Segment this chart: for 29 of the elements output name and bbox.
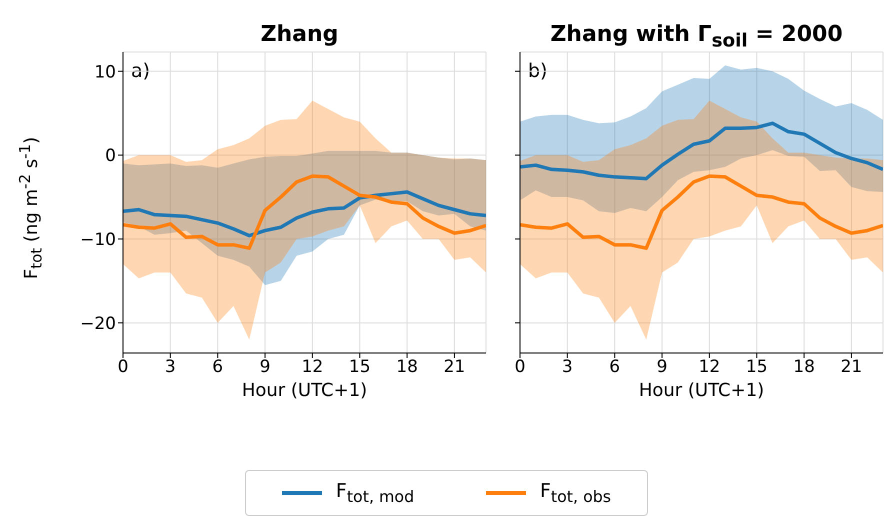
x-tick-label: 12 xyxy=(698,357,720,378)
x-tick-label: 9 xyxy=(260,357,270,378)
x-tick-label: 18 xyxy=(396,357,418,378)
legend-label: F$_{tot, obs}$ xyxy=(540,480,612,506)
x-axis-title: Hour (UTC+1) xyxy=(638,380,764,401)
annotation: b) xyxy=(528,60,548,82)
x-tick-label: 6 xyxy=(609,357,620,378)
x-tick-label: 6 xyxy=(212,357,224,378)
x-tick-label: 15 xyxy=(348,357,371,378)
x-tick-label: 18 xyxy=(793,357,815,378)
x-axis-title: Hour (UTC+1) xyxy=(242,380,368,401)
x-tick-label: 21 xyxy=(840,357,862,378)
x-tick-label: 12 xyxy=(302,357,324,378)
x-tick-label: 0 xyxy=(514,357,526,378)
chart-title: Zhang xyxy=(260,22,338,47)
chart-title: Zhang with Γ$_{soil}$ = 2000 xyxy=(550,22,843,52)
x-tick-label: 3 xyxy=(562,357,573,378)
y-tick-label: −20 xyxy=(80,314,116,334)
x-tick-label: 3 xyxy=(164,357,176,378)
x-tick-label: 21 xyxy=(444,357,466,378)
x-tick-label: 0 xyxy=(118,357,128,378)
line-series xyxy=(123,190,486,238)
y-tick-label: −10 xyxy=(80,230,116,250)
y-tick-label: 0 xyxy=(105,146,116,166)
x-tick-label: 9 xyxy=(656,357,668,378)
x-tick-label: 15 xyxy=(746,357,768,378)
legend-label: F$_{tot, mod}$ xyxy=(336,480,414,506)
line-series xyxy=(123,174,486,250)
y-tick-label: 10 xyxy=(94,62,116,82)
